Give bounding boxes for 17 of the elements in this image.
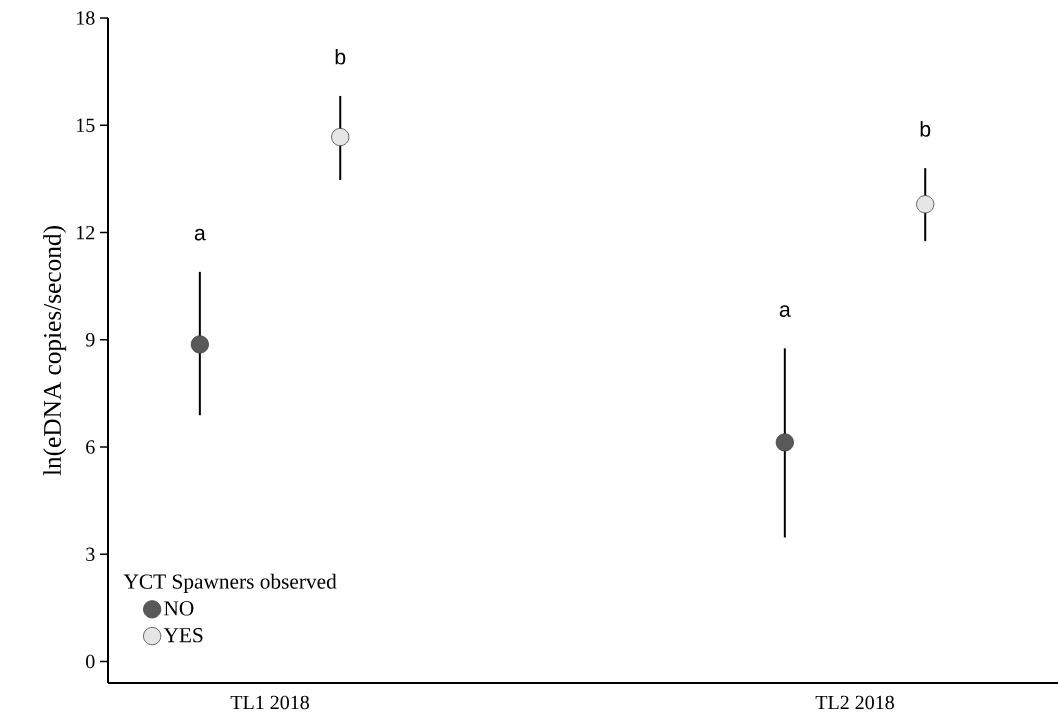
annotation: b bbox=[920, 121, 931, 137]
y-tick-label: 3 bbox=[86, 547, 95, 561]
y-axis-title: ln(eDNA copies/second) bbox=[43, 226, 67, 476]
annotation: b bbox=[335, 48, 346, 65]
y-tick-label: 6 bbox=[86, 440, 95, 454]
y-tick-label: 18 bbox=[77, 11, 95, 25]
y-tick-label: 0 bbox=[86, 654, 95, 669]
legend-title: YCT Spawners observed bbox=[123, 573, 337, 594]
legend-label: YES bbox=[163, 628, 203, 643]
y-tick-label: 12 bbox=[77, 225, 95, 240]
y-tick-label: 15 bbox=[77, 118, 95, 132]
annotation: a bbox=[194, 228, 206, 241]
legend-label: NO bbox=[164, 601, 194, 616]
y-tick-label: 9 bbox=[85, 333, 95, 347]
x-tick-label: TL2 2018 bbox=[815, 695, 894, 710]
annotation: a bbox=[779, 305, 791, 317]
x-tick-label: TL1 2018 bbox=[230, 695, 309, 710]
